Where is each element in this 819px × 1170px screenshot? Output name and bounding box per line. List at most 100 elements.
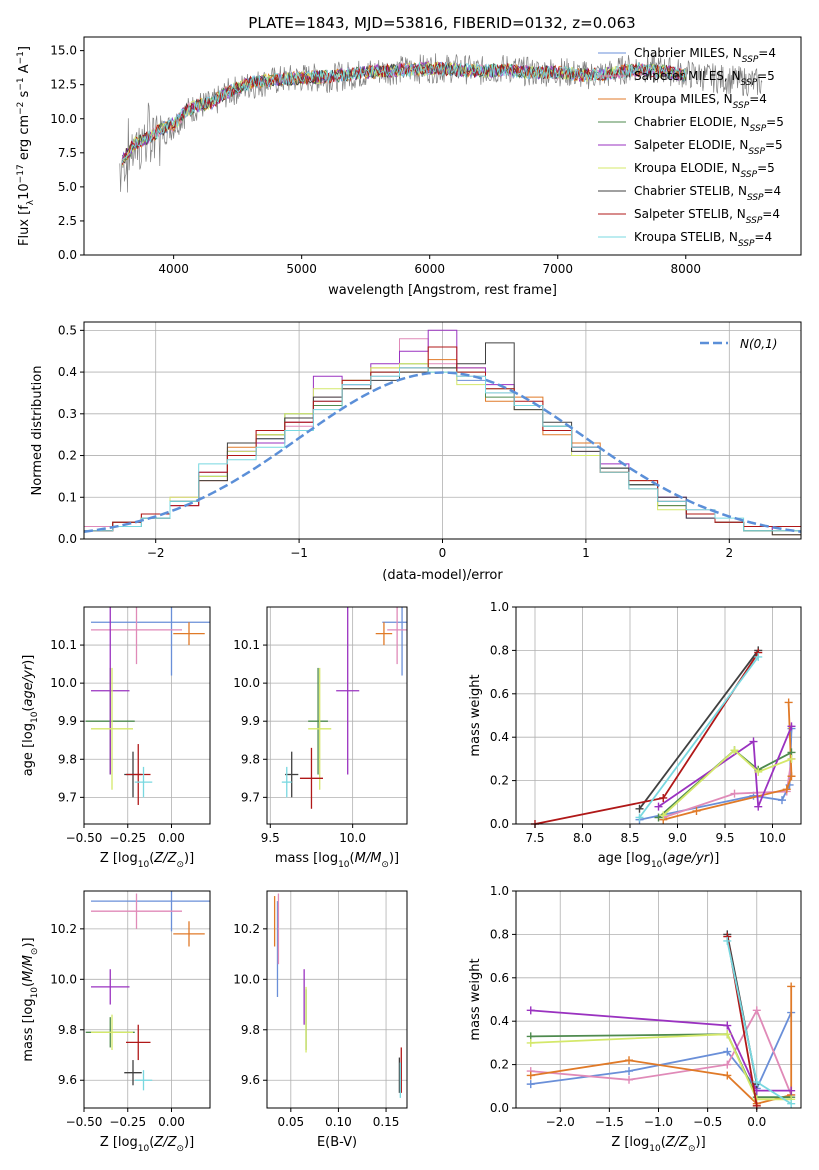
weight-marker bbox=[730, 746, 739, 755]
errorbar-point bbox=[91, 969, 130, 1005]
weight-marker bbox=[787, 1086, 796, 1095]
axes-massweight-vs-age: 7.5 8.0 8.5 9.0 9.5 10.0 0.0 0.2 0.4 0.6 0.8 1.0 age… bbox=[468, 600, 802, 870]
errorbar-point bbox=[299, 747, 323, 809]
y-tick-label: 0.2 bbox=[58, 449, 77, 463]
y-tick-label: 10.2 bbox=[233, 922, 260, 936]
errorbar-point bbox=[375, 622, 393, 646]
axes-spectrum: 4000 5000 6000 7000 8000 0.0 2.5 5.0 7.5 10.0 12.5… bbox=[16, 36, 802, 298]
model-spectrum-line bbox=[122, 60, 687, 167]
x-tick-label: 8.5 bbox=[620, 831, 639, 845]
errorbar-point bbox=[124, 1060, 142, 1086]
y-tick-label: 0.4 bbox=[490, 1014, 509, 1028]
weight-marker bbox=[723, 1021, 732, 1030]
y-tick-label: 0.0 bbox=[490, 1101, 509, 1115]
x-tick-label: 0 bbox=[439, 546, 447, 560]
x-tick-label: 8000 bbox=[670, 262, 701, 276]
x-tick-label: −0.25 bbox=[109, 831, 146, 845]
x-tick-label: 4000 bbox=[158, 262, 189, 276]
weight-lines bbox=[531, 646, 796, 828]
errorbar-point bbox=[91, 607, 130, 775]
x-tick-label: 8.0 bbox=[573, 831, 592, 845]
plot-frame bbox=[266, 890, 408, 1109]
weight-marker bbox=[723, 1047, 732, 1056]
weight-marker bbox=[787, 772, 796, 781]
y-tick-label: 0.2 bbox=[490, 1058, 509, 1072]
legend-entry: Chabrier MILES, NSSP=4 bbox=[634, 46, 776, 65]
x-tick-label: 0.05 bbox=[277, 1115, 304, 1129]
x-tick-label: 10.0 bbox=[759, 831, 786, 845]
x-tick-label: 6000 bbox=[414, 262, 445, 276]
x-tick-label: −0.50 bbox=[66, 831, 103, 845]
weight-marker bbox=[752, 1077, 761, 1086]
x-tick-label: −2.0 bbox=[546, 1115, 575, 1129]
x-tick-label: −0.25 bbox=[109, 1115, 146, 1129]
weight-series-line bbox=[726, 940, 792, 1105]
model-spectrum-line bbox=[122, 62, 687, 163]
y-tick-label: 7.5 bbox=[58, 146, 77, 160]
y-axis-label: mass [log10(M/M⊙)] bbox=[21, 937, 40, 1061]
x-axis-label: Z [log10(Z/Z⊙)] bbox=[100, 1135, 194, 1154]
y-axis-label: Flux [fλ10−17 erg cm−2 s−1 A−1] bbox=[16, 46, 36, 246]
legend-entry: Kroupa MILES, NSSP=4 bbox=[634, 92, 767, 111]
axes-massweight-vs-Z: −2.0 −1.5 −1.0 −0.5 0.0 0.0 0.2 0.4 0.6 0.8 1.0 Z [… bbox=[468, 884, 802, 1154]
weight-marker bbox=[526, 1080, 535, 1089]
errorbars bbox=[85, 891, 210, 1091]
weight-marker bbox=[754, 767, 763, 776]
x-tick-label: 1 bbox=[582, 546, 590, 560]
y-tick-label: 9.8 bbox=[58, 752, 77, 766]
weight-marker bbox=[625, 1075, 634, 1084]
y-tick-label: 0.4 bbox=[490, 730, 509, 744]
weight-series-line bbox=[663, 758, 793, 819]
x-tick-label: 2 bbox=[725, 546, 733, 560]
weight-marker bbox=[625, 1056, 634, 1065]
x-tick-label: 5000 bbox=[286, 262, 317, 276]
weight-marker bbox=[723, 1030, 732, 1039]
x-axis-label: age [log10(age/yr)] bbox=[598, 851, 720, 870]
y-tick-label: 0.0 bbox=[58, 248, 77, 262]
weight-series-line bbox=[530, 1009, 792, 1092]
weight-marker bbox=[787, 754, 796, 763]
x-axis-label: Z [log10(Z/Z⊙)] bbox=[100, 851, 194, 870]
y-tick-label: 10.0 bbox=[50, 112, 77, 126]
weight-marker bbox=[787, 722, 796, 731]
y-axis-label: mass weight bbox=[468, 674, 483, 756]
plot-frame bbox=[83, 36, 802, 256]
y-tick-label: 2.5 bbox=[58, 214, 77, 228]
legend-entry: Salpeter ELODIE, NSSP=5 bbox=[634, 138, 783, 157]
weight-marker bbox=[787, 982, 796, 991]
plot-frame bbox=[83, 606, 211, 825]
x-axis-label: E(B-V) bbox=[317, 1135, 357, 1150]
histograms bbox=[84, 329, 801, 539]
y-tick-label: 10.0 bbox=[50, 972, 77, 986]
weight-marker bbox=[723, 1071, 732, 1080]
weight-series-line bbox=[657, 726, 793, 808]
y-tick-label: 9.6 bbox=[241, 1073, 260, 1087]
x-tick-label: 0.15 bbox=[373, 1115, 400, 1129]
errorbar-point bbox=[387, 607, 407, 665]
errorbar-point bbox=[91, 1014, 133, 1050]
model-spectrum-line bbox=[122, 62, 687, 164]
weight-marker bbox=[749, 737, 758, 746]
y-tick-label: 0.0 bbox=[58, 532, 77, 546]
x-tick-label: 7000 bbox=[542, 262, 573, 276]
x-axis-label: wavelength [Angstrom, rest frame] bbox=[328, 283, 557, 298]
legend-entry: N(0,1) bbox=[740, 337, 777, 351]
errorbar-point bbox=[91, 607, 182, 665]
errorbar-point bbox=[126, 1024, 151, 1061]
x-tick-label: 0.00 bbox=[158, 1115, 185, 1129]
x-axis-label: Z [log10(Z/Z⊙)] bbox=[611, 1135, 705, 1154]
x-tick-label: 7.5 bbox=[525, 831, 544, 845]
y-tick-label: 0.4 bbox=[58, 365, 77, 379]
x-tick-label: −1.5 bbox=[595, 1115, 624, 1129]
weight-lines bbox=[526, 930, 796, 1110]
weight-series-line bbox=[662, 748, 792, 816]
weight-marker bbox=[723, 936, 732, 945]
x-tick-label: 9.5 bbox=[261, 831, 280, 845]
y-tick-label: 0.2 bbox=[490, 774, 509, 788]
model-spectrum-line bbox=[122, 61, 687, 165]
weight-marker bbox=[635, 813, 644, 822]
y-tick-label: 0.6 bbox=[490, 687, 509, 701]
y-tick-label: 9.8 bbox=[241, 752, 260, 766]
x-tick-label: −0.5 bbox=[693, 1115, 722, 1129]
